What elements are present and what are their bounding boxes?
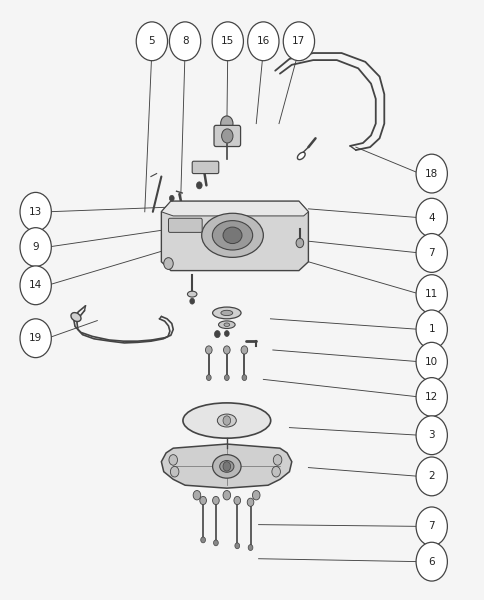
Circle shape (214, 331, 220, 338)
Text: 19: 19 (29, 333, 42, 343)
Text: 7: 7 (428, 521, 435, 532)
Circle shape (416, 233, 447, 272)
FancyBboxPatch shape (168, 218, 202, 232)
Circle shape (235, 543, 240, 549)
Circle shape (242, 374, 247, 380)
Ellipse shape (212, 307, 241, 319)
FancyBboxPatch shape (214, 125, 241, 146)
Text: 18: 18 (425, 169, 439, 179)
Circle shape (273, 455, 282, 465)
Circle shape (296, 238, 303, 248)
Text: 17: 17 (292, 36, 305, 46)
Ellipse shape (297, 152, 305, 160)
Circle shape (221, 116, 233, 131)
Text: 3: 3 (428, 430, 435, 440)
Circle shape (20, 319, 51, 358)
Circle shape (416, 310, 447, 349)
Circle shape (223, 491, 230, 500)
Circle shape (200, 496, 207, 505)
Text: 15: 15 (221, 36, 234, 46)
Circle shape (416, 154, 447, 193)
Circle shape (197, 182, 202, 189)
Circle shape (224, 346, 230, 354)
Circle shape (272, 466, 280, 477)
Text: 1: 1 (428, 325, 435, 334)
Text: 8: 8 (182, 36, 188, 46)
Ellipse shape (224, 323, 230, 326)
Circle shape (416, 198, 447, 237)
Circle shape (416, 507, 447, 546)
Text: 5: 5 (149, 36, 155, 46)
Ellipse shape (187, 291, 197, 297)
Circle shape (253, 491, 260, 500)
Ellipse shape (223, 227, 242, 244)
Circle shape (416, 416, 447, 455)
Circle shape (416, 275, 447, 314)
Text: 12: 12 (425, 392, 439, 402)
FancyBboxPatch shape (192, 161, 219, 173)
Circle shape (247, 498, 254, 506)
Text: 13: 13 (29, 207, 42, 217)
Circle shape (201, 537, 206, 543)
Ellipse shape (218, 321, 235, 329)
Text: 7: 7 (428, 248, 435, 258)
Polygon shape (161, 444, 292, 488)
Text: 4: 4 (428, 212, 435, 223)
Circle shape (20, 266, 51, 305)
Polygon shape (161, 201, 308, 271)
Text: 9: 9 (32, 242, 39, 252)
Circle shape (206, 346, 212, 354)
Polygon shape (161, 201, 308, 216)
Circle shape (212, 22, 243, 61)
Circle shape (283, 22, 315, 61)
Circle shape (225, 374, 229, 380)
Ellipse shape (183, 403, 271, 438)
Circle shape (416, 343, 447, 381)
Text: 6: 6 (428, 557, 435, 566)
Circle shape (416, 457, 447, 496)
Ellipse shape (220, 461, 234, 472)
Ellipse shape (212, 455, 241, 478)
Circle shape (248, 545, 253, 550)
Circle shape (169, 455, 178, 465)
Circle shape (190, 298, 195, 304)
Circle shape (206, 374, 211, 380)
Circle shape (170, 466, 179, 477)
Circle shape (169, 196, 174, 201)
Circle shape (234, 496, 241, 505)
Ellipse shape (71, 313, 81, 322)
Circle shape (169, 22, 201, 61)
Circle shape (248, 22, 279, 61)
Circle shape (416, 377, 447, 416)
Text: 10: 10 (425, 357, 439, 367)
Circle shape (223, 416, 230, 425)
Ellipse shape (202, 213, 263, 257)
Text: 2: 2 (428, 472, 435, 481)
Circle shape (223, 462, 230, 471)
Circle shape (212, 496, 219, 505)
Circle shape (164, 257, 173, 269)
Circle shape (193, 491, 201, 500)
Ellipse shape (212, 221, 253, 250)
Circle shape (241, 346, 248, 354)
Circle shape (20, 227, 51, 266)
Circle shape (222, 129, 233, 143)
Circle shape (20, 193, 51, 231)
Circle shape (213, 540, 218, 546)
Circle shape (225, 331, 229, 337)
Circle shape (136, 22, 167, 61)
Text: 16: 16 (257, 36, 270, 46)
Ellipse shape (217, 414, 236, 427)
Circle shape (416, 542, 447, 581)
Text: 14: 14 (29, 280, 42, 290)
Ellipse shape (221, 310, 233, 316)
Text: 11: 11 (425, 289, 439, 299)
